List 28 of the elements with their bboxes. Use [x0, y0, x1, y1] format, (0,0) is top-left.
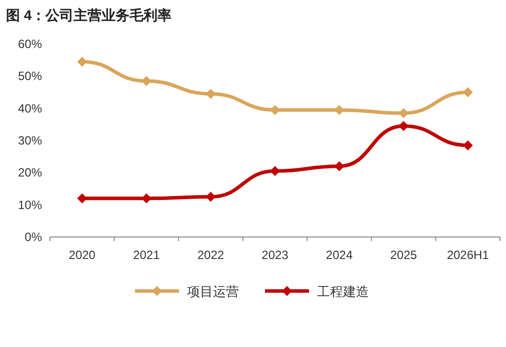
point	[77, 193, 88, 204]
x-tick-label: 2020	[68, 248, 96, 262]
point	[462, 140, 473, 150]
point	[206, 88, 216, 99]
x-tick-label: 2024	[326, 248, 353, 262]
point	[270, 104, 280, 115]
y-tick-label: 50%	[18, 69, 42, 84]
y-tick-label: 40%	[18, 101, 42, 116]
chart-title: 图 4：公司主营业务毛利率	[6, 7, 172, 23]
x-tick-label: 2026H1	[446, 248, 490, 262]
point	[270, 166, 280, 176]
legend-label: 项目运营	[187, 284, 239, 299]
x-tick-label: 2021	[133, 248, 160, 262]
x-tick-label: 2025	[390, 248, 418, 262]
point	[462, 87, 473, 98]
y-tick-label: 30%	[18, 134, 42, 148]
y-tick-label: 60%	[18, 37, 42, 51]
x-tick-label: 2023	[262, 248, 289, 262]
y-tick-label: 0%	[24, 230, 42, 244]
x-tick-label: 2022	[197, 248, 224, 262]
point	[334, 161, 344, 172]
point	[206, 192, 216, 202]
y-tick-label: 20%	[18, 166, 42, 180]
point	[398, 108, 409, 118]
y-tick-label: 10%	[18, 198, 42, 212]
point	[77, 56, 88, 67]
point	[334, 104, 344, 115]
legend-label: 工程建造	[317, 284, 369, 299]
